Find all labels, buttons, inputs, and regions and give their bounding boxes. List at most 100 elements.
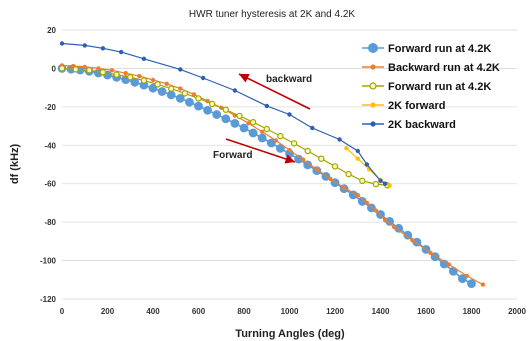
data-point [96, 66, 101, 71]
data-point [428, 250, 433, 256]
data-point [119, 49, 124, 55]
data-point [382, 218, 388, 223]
data-point [287, 147, 292, 153]
data-point [357, 197, 367, 206]
data-point [72, 66, 79, 73]
data-point [331, 163, 339, 170]
data-point [337, 137, 342, 142]
data-point [200, 75, 206, 81]
data-point [294, 154, 303, 164]
data-point [344, 146, 349, 151]
series-line [61, 42, 386, 185]
data-point [448, 266, 458, 276]
series-3 [58, 65, 391, 189]
data-point [328, 176, 333, 182]
data-point [385, 217, 394, 226]
data-point [257, 133, 267, 143]
legend-item: Forward run at 4.2K [362, 43, 491, 55]
data-point [166, 90, 176, 100]
data-point [318, 155, 325, 162]
data-point [446, 262, 451, 267]
data-point [195, 95, 202, 102]
x-tick-label: 0 [60, 307, 65, 316]
data-point [208, 100, 216, 108]
data-point [314, 167, 319, 172]
data-point [164, 81, 169, 87]
data-point [373, 208, 379, 213]
data-point [290, 140, 298, 147]
legend-label: 2K forward [388, 100, 445, 112]
forward-arrow [225, 138, 296, 164]
data-point [287, 112, 292, 117]
data-point [480, 282, 486, 287]
data-point [273, 138, 279, 143]
data-point [277, 132, 284, 140]
x-tick-label: 1600 [417, 307, 435, 316]
data-point [185, 97, 194, 107]
data-point [410, 238, 415, 243]
data-point [58, 65, 66, 72]
data-point [276, 144, 285, 153]
data-point [127, 74, 134, 81]
data-point [178, 86, 183, 91]
data-point [194, 101, 203, 111]
data-point [137, 73, 142, 79]
x-tick-label: 2000 [508, 307, 526, 316]
data-point [178, 67, 183, 72]
data-point [232, 88, 238, 93]
data-point [355, 193, 360, 198]
data-point [86, 67, 93, 74]
y-tick-label: -40 [44, 141, 56, 150]
data-point [175, 94, 185, 103]
series-line [61, 67, 472, 285]
series-1 [57, 64, 476, 288]
data-point [191, 92, 197, 97]
data-point [345, 170, 352, 178]
data-point [150, 77, 156, 83]
data-point [464, 273, 470, 279]
data-point [123, 71, 128, 76]
chart-title: HWR tuner hysteresis at 2K and 4.2K [189, 9, 356, 20]
data-point [59, 41, 65, 46]
legend-marker [369, 82, 377, 90]
data-point [263, 125, 270, 133]
data-point [403, 230, 413, 240]
x-tick-label: 400 [146, 307, 160, 316]
backward-annotation: backward [266, 74, 312, 85]
legend-marker [370, 121, 376, 127]
data-point [141, 56, 147, 61]
y-tick-label: -120 [40, 295, 57, 304]
forward-annotation: Forward [213, 150, 252, 161]
y-tick-label: -60 [44, 180, 56, 189]
x-tick-label: 200 [101, 307, 115, 316]
data-point [439, 259, 449, 269]
legend-label: 2K backward [388, 119, 456, 131]
data-point [367, 203, 376, 213]
x-tick-label: 1400 [372, 307, 390, 316]
data-point [355, 156, 360, 161]
data-point [248, 128, 258, 138]
legend: Forward run at 4.2K Backward run at 4.2K F… [362, 43, 500, 131]
legend-label: Forward run at 4.2K [388, 43, 491, 55]
data-point [372, 180, 380, 188]
data-point [458, 274, 467, 283]
data-point [260, 129, 265, 134]
y-tick-label: -100 [40, 257, 57, 266]
annotations: backward Forward [213, 73, 312, 164]
data-point [341, 185, 347, 190]
data-point [139, 80, 149, 90]
data-point [82, 43, 88, 48]
data-point [264, 103, 269, 109]
legend-marker [370, 102, 376, 108]
data-point [382, 181, 388, 186]
data-point [109, 68, 115, 73]
legend-item: Forward run at 4.2K [362, 81, 491, 93]
data-point [304, 147, 311, 155]
legend-label: Forward run at 4.2K [388, 81, 491, 93]
data-point [467, 279, 476, 288]
data-point [310, 125, 315, 131]
y-tick-label: 0 [52, 64, 57, 73]
data-point [154, 81, 161, 88]
x-tick-label: 1200 [326, 307, 344, 316]
